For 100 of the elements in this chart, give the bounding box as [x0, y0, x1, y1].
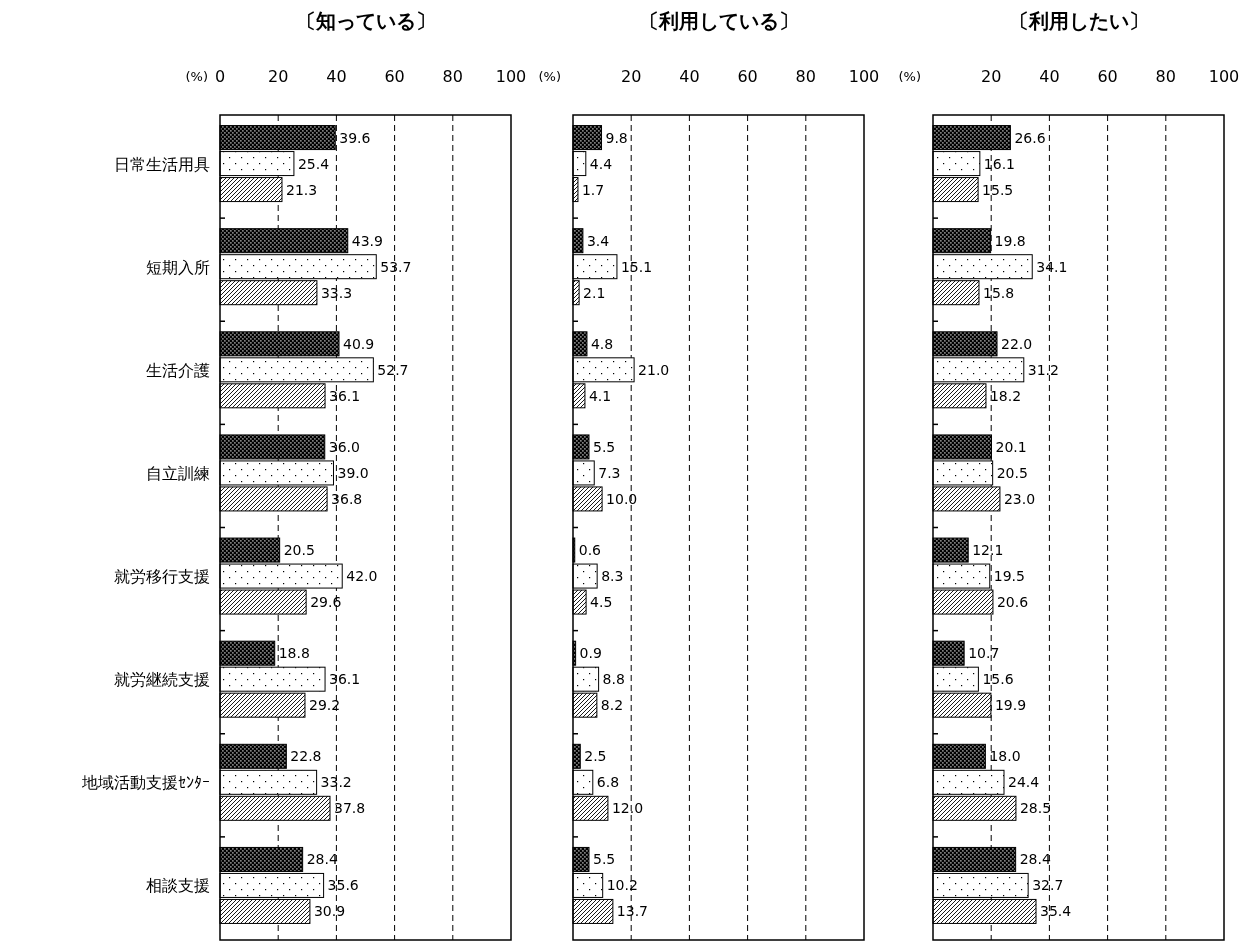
data-label: 19.9	[994, 697, 1027, 714]
data-label: 30.9	[313, 903, 346, 920]
data-label: 24.4	[1008, 774, 1040, 791]
data-label: 18.2	[989, 387, 1022, 404]
data-label: 18.0	[989, 748, 1021, 765]
x-tick-label: 60	[737, 67, 758, 86]
data-label: 5.5	[593, 851, 616, 868]
data-label: 10.7	[968, 645, 1000, 662]
data-label: 10.0	[606, 490, 638, 507]
data-label: 36.0	[328, 438, 360, 455]
data-label: 20.1	[995, 438, 1027, 455]
data-label: 34.1	[1036, 258, 1068, 275]
x-tick-label: 80	[795, 67, 816, 86]
data-label: 33.2	[320, 774, 352, 791]
data-label: 26.6	[1014, 129, 1046, 146]
data-label: 31.2	[1027, 361, 1059, 378]
data-label: 28.4	[1019, 851, 1051, 868]
x-axis-title: (%)	[538, 69, 561, 84]
data-label: 15.1	[620, 258, 653, 275]
y-tick-label: 地域活動支援ｾﾝﾀｰ	[81, 773, 210, 793]
y-tick-label: 自立訓練	[146, 463, 210, 483]
data-label: 4.8	[590, 335, 614, 352]
data-label: 0.6	[578, 542, 602, 559]
y-tick-label: 生活介護	[146, 360, 210, 380]
data-label: 35.4	[1040, 903, 1072, 920]
data-label: 21.3	[285, 181, 318, 198]
data-label: 29.2	[308, 697, 341, 714]
data-label: 16.1	[983, 155, 1016, 172]
data-label: 36.1	[329, 671, 361, 688]
data-label: 3.4	[586, 232, 610, 249]
data-label: 12.1	[972, 542, 1004, 559]
data-label: 29.6	[310, 594, 342, 611]
x-tick-label: 40	[679, 67, 700, 86]
data-label: 7.3	[598, 464, 621, 481]
data-label: 15.6	[982, 671, 1014, 688]
data-label: 36.8	[331, 490, 363, 507]
x-axis-title: (%)	[185, 69, 208, 84]
data-label: 23.0	[1003, 490, 1036, 507]
x-tick-label: 60	[384, 67, 405, 86]
data-label: 12.0	[611, 800, 644, 817]
data-label: 2.5	[584, 748, 607, 765]
data-label: 43.9	[351, 232, 383, 249]
data-label: 35.6	[327, 877, 359, 894]
x-tick-label: 100	[848, 67, 880, 86]
y-tick-label: 就労移行支援	[114, 567, 210, 587]
data-label: 4.5	[590, 594, 613, 611]
data-label: 37.8	[334, 800, 366, 817]
data-label: 25.4	[297, 155, 330, 172]
data-label: 13.7	[616, 903, 649, 920]
data-label: 20.5	[283, 542, 315, 559]
data-label: 28.5	[1019, 800, 1052, 817]
x-tick-label: 0	[214, 67, 226, 86]
chart-title: 〔利用している〕	[638, 9, 799, 33]
data-label: 32.7	[1032, 877, 1064, 894]
data-label: 20.5	[996, 464, 1028, 481]
data-label: 1.7	[581, 181, 605, 198]
data-label: 8.2	[600, 697, 624, 714]
data-label: 36.1	[329, 387, 361, 404]
data-label: 39.6	[339, 129, 371, 146]
data-label: 8.8	[602, 671, 625, 688]
data-label: 19.5	[993, 568, 1025, 585]
data-label: 18.8	[278, 645, 310, 662]
x-tick-label: 20	[621, 67, 642, 86]
data-label: 52.7	[377, 361, 409, 378]
x-axis-title: (%)	[898, 69, 921, 84]
data-label: 21.0	[638, 361, 670, 378]
chart-title: 〔利用したい〕	[1008, 9, 1149, 33]
data-label: 53.7	[380, 258, 412, 275]
x-tick-label: 40	[326, 67, 347, 86]
data-label: 40.9	[343, 335, 375, 352]
data-label: 22.8	[290, 748, 322, 765]
data-label: 19.8	[994, 232, 1026, 249]
data-label: 20.6	[996, 594, 1029, 611]
x-tick-label: 80	[442, 67, 463, 86]
x-tick-label: 100	[1208, 67, 1240, 86]
data-label: 15.5	[982, 181, 1014, 198]
y-tick-label: 就労継続支援	[114, 670, 210, 690]
data-label: 8.3	[601, 568, 624, 585]
x-tick-label: 60	[1097, 67, 1118, 86]
data-label: 5.5	[593, 438, 616, 455]
data-label: 10.2	[606, 877, 638, 894]
data-label: 6.8	[596, 774, 620, 791]
y-tick-label: 相談支援	[146, 876, 210, 896]
y-tick-label: 日常生活用具	[114, 154, 210, 174]
data-label: 22.0	[1001, 335, 1033, 352]
x-tick-label: 40	[1039, 67, 1060, 86]
data-label: 28.4	[306, 851, 338, 868]
data-label: 39.0	[337, 464, 369, 481]
chart-title: 〔知っている〕	[295, 9, 436, 33]
x-tick-label: 20	[268, 67, 289, 86]
data-label: 2.1	[583, 284, 606, 301]
data-label: 15.8	[982, 284, 1015, 301]
data-label: 0.9	[579, 645, 602, 662]
data-label: 33.3	[320, 284, 353, 301]
data-label: 42.0	[346, 568, 378, 585]
x-tick-label: 100	[495, 67, 527, 86]
data-label: 4.4	[589, 155, 613, 172]
x-tick-label: 80	[1155, 67, 1176, 86]
y-tick-label: 短期入所	[146, 257, 210, 277]
data-label: 4.1	[588, 387, 612, 404]
